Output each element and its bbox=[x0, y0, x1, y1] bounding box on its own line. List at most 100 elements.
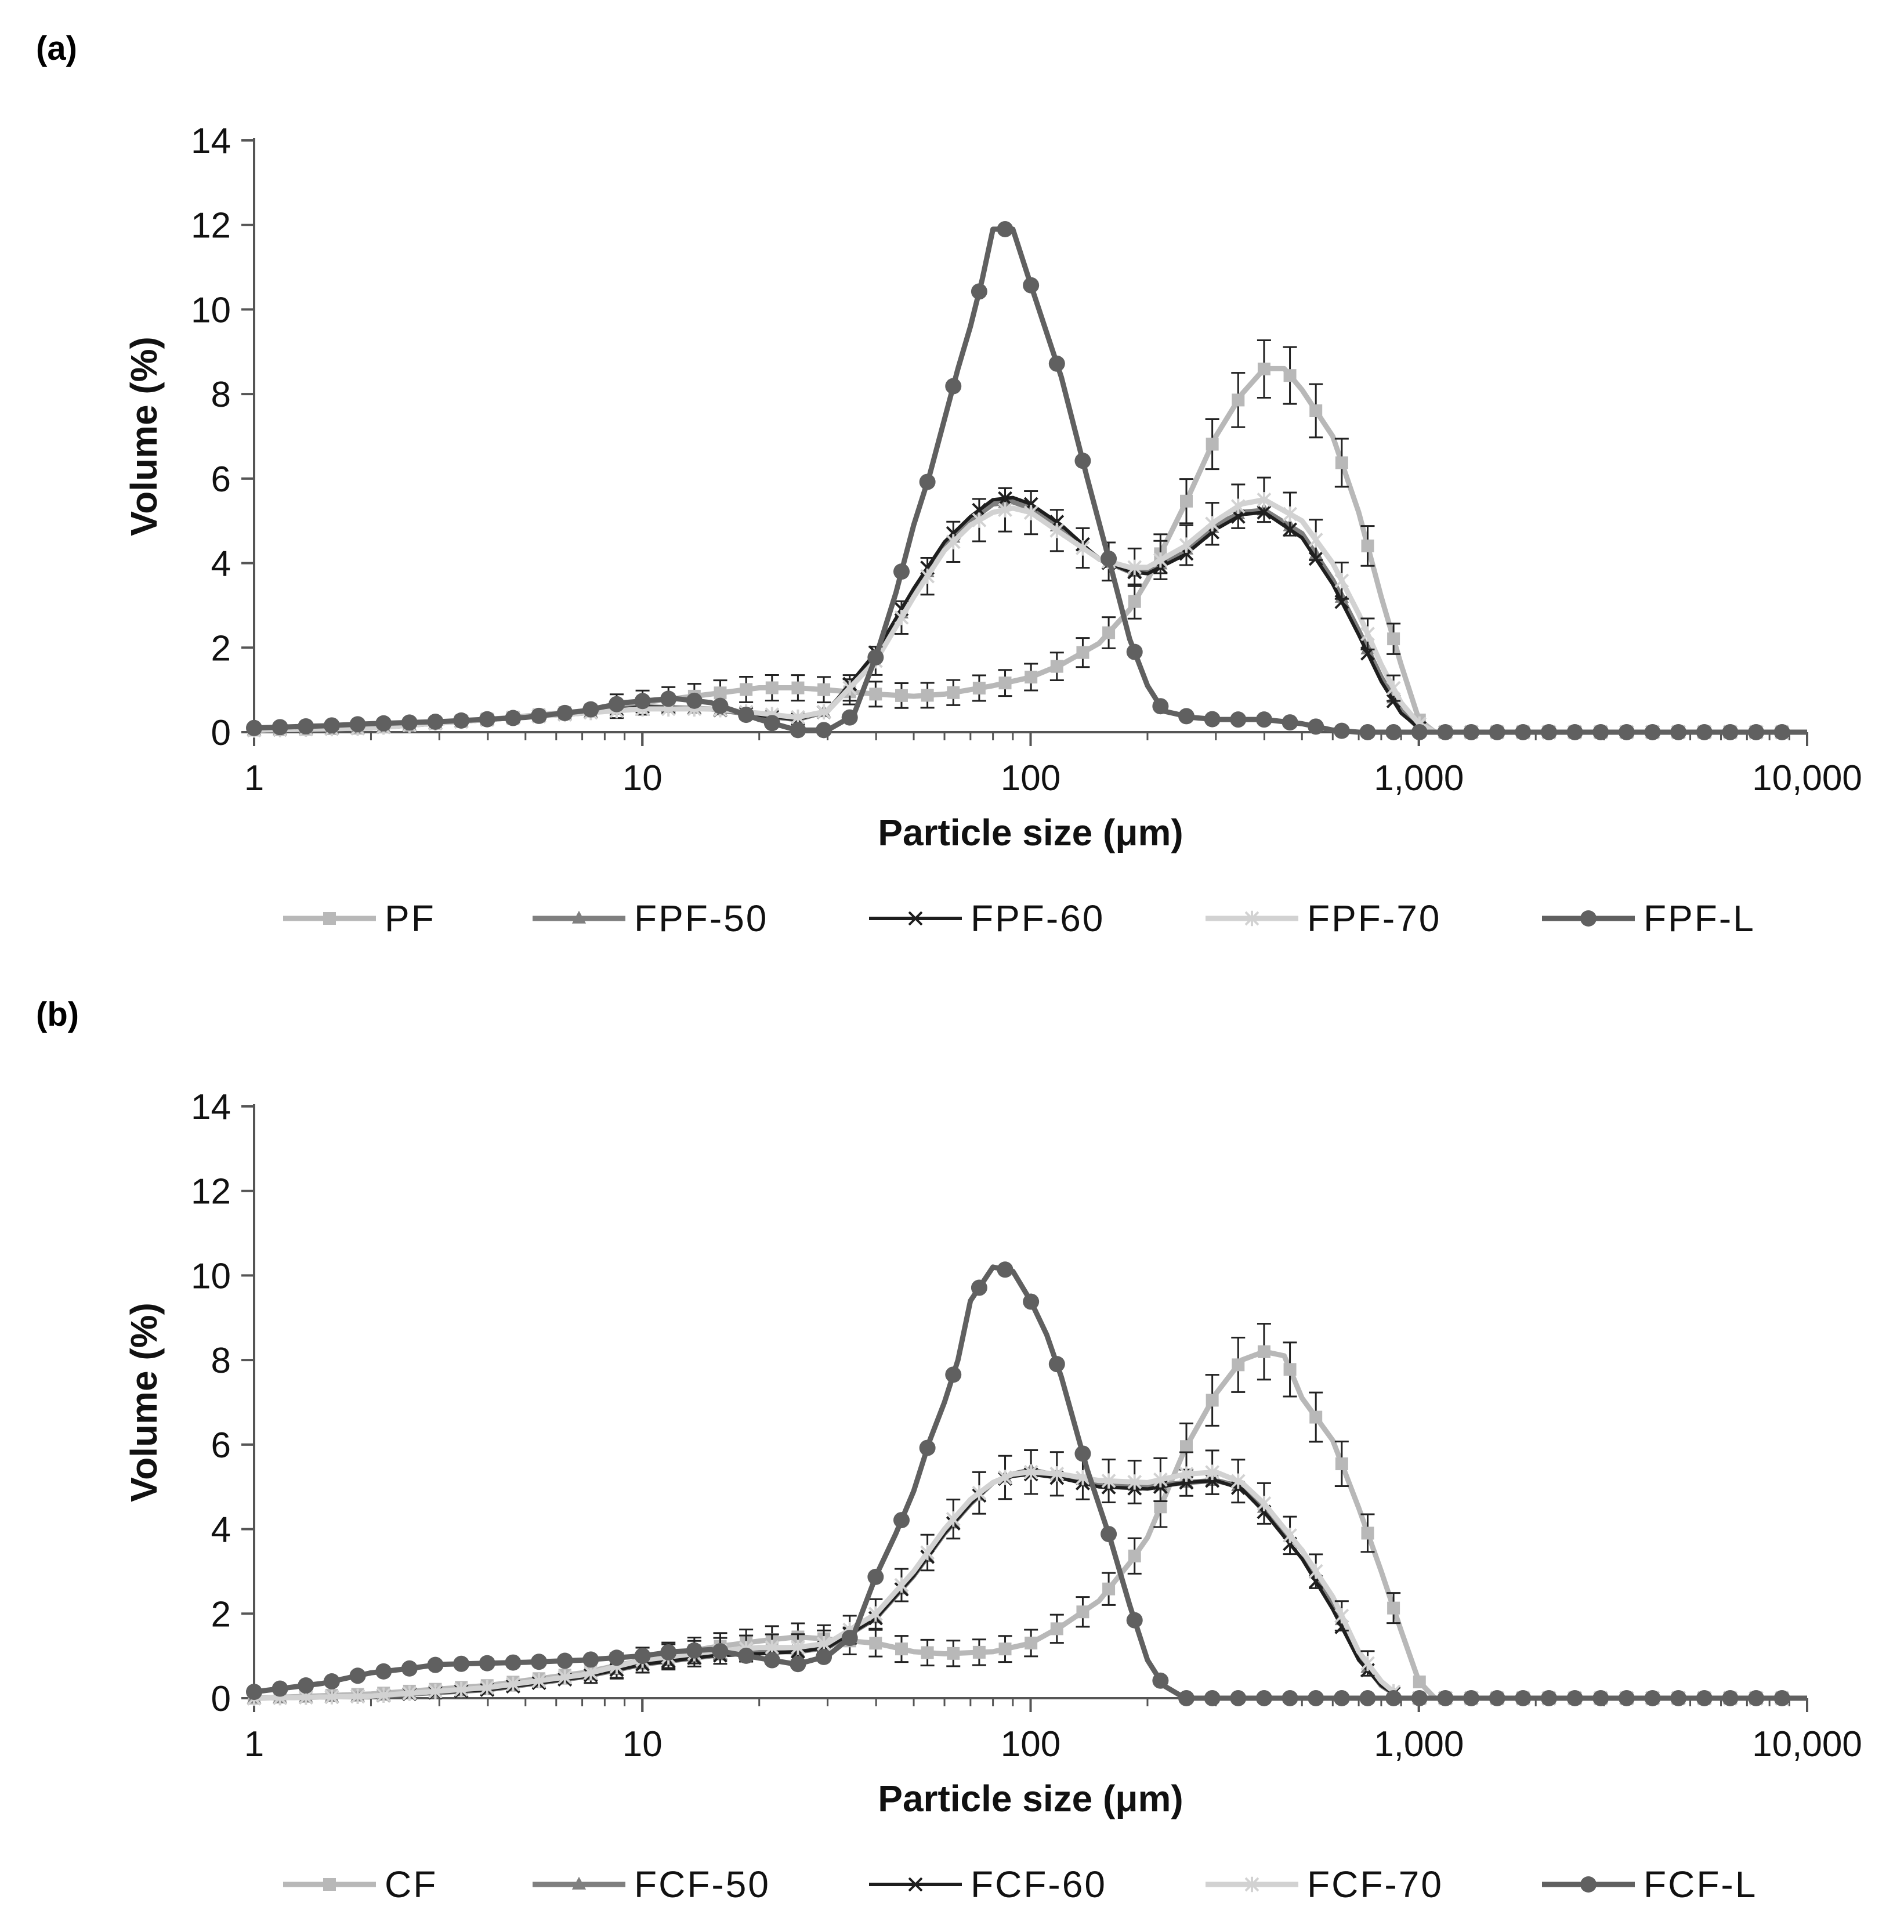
x-tick-label: 10,000 bbox=[1752, 758, 1862, 798]
x-tick-label: 10 bbox=[622, 758, 663, 798]
data-point bbox=[1230, 711, 1247, 728]
data-point bbox=[1152, 698, 1169, 715]
data-point bbox=[1489, 724, 1505, 740]
data-point bbox=[1023, 1293, 1040, 1310]
data-point bbox=[1334, 1608, 1349, 1624]
legend: PF FPF-50 FPF-60 FPF-70 FPF-L bbox=[283, 898, 1754, 939]
data-point bbox=[1334, 594, 1349, 609]
data-point bbox=[582, 701, 599, 718]
x-axis-title: Particle size (μm) bbox=[878, 1778, 1183, 1819]
series-line bbox=[254, 226, 1807, 735]
data-point bbox=[946, 1511, 961, 1527]
data-point bbox=[246, 719, 262, 736]
data-point bbox=[868, 1606, 883, 1622]
data-point bbox=[921, 689, 934, 702]
data-point bbox=[841, 709, 858, 726]
data-point bbox=[1230, 1473, 1246, 1489]
data-point bbox=[763, 1652, 780, 1669]
data-point bbox=[1049, 1466, 1065, 1482]
x-tick-label: 100 bbox=[1001, 758, 1060, 798]
data-point bbox=[893, 563, 910, 580]
data-point bbox=[1361, 1526, 1374, 1540]
data-point bbox=[1386, 680, 1401, 696]
legend-label: FPF-50 bbox=[634, 898, 768, 939]
legend-label: PF bbox=[385, 898, 436, 939]
data-point bbox=[714, 686, 727, 700]
panel-label-a: (a) bbox=[36, 30, 77, 67]
x-tick-label: 10,000 bbox=[1752, 1724, 1862, 1764]
legend-marker bbox=[908, 911, 923, 926]
data-point bbox=[608, 1649, 625, 1666]
y-tick-label: 14 bbox=[191, 121, 231, 161]
x-tick-label: 100 bbox=[1001, 1724, 1060, 1764]
data-point bbox=[660, 1644, 677, 1660]
data-point bbox=[1050, 660, 1063, 673]
data-point bbox=[660, 690, 677, 707]
data-point bbox=[1257, 492, 1272, 508]
y-tick-label: 4 bbox=[211, 1510, 231, 1550]
data-point bbox=[480, 1680, 495, 1696]
x-tick-label: 1 bbox=[244, 758, 264, 798]
data-point bbox=[582, 1651, 599, 1668]
data-point bbox=[1644, 1690, 1661, 1706]
y-tick-label: 14 bbox=[191, 1087, 231, 1127]
legend-marker bbox=[908, 1877, 923, 1892]
legend-marker bbox=[1244, 910, 1259, 927]
data-point bbox=[972, 1645, 986, 1659]
data-point bbox=[323, 1673, 340, 1689]
data-point bbox=[1255, 1690, 1272, 1706]
data-point bbox=[479, 1655, 495, 1671]
data-point bbox=[531, 707, 548, 724]
data-point bbox=[1074, 453, 1091, 469]
data-point bbox=[1722, 724, 1739, 740]
data-point bbox=[946, 534, 961, 550]
data-point bbox=[531, 1673, 546, 1689]
data-point bbox=[1152, 1672, 1169, 1689]
data-point bbox=[816, 722, 832, 739]
data-point bbox=[763, 715, 780, 732]
data-point bbox=[1387, 1601, 1400, 1615]
data-point bbox=[1074, 1445, 1091, 1462]
data-point bbox=[1670, 724, 1687, 740]
data-point bbox=[895, 1642, 908, 1656]
data-point bbox=[1205, 516, 1220, 532]
data-point bbox=[1101, 1473, 1116, 1489]
x-axis-title: Particle size (μm) bbox=[878, 812, 1183, 853]
data-point bbox=[1101, 1526, 1117, 1543]
data-point bbox=[1592, 1690, 1609, 1706]
data-point bbox=[1333, 1690, 1350, 1706]
data-point bbox=[1128, 1549, 1141, 1562]
series-line bbox=[254, 366, 1807, 735]
data-point bbox=[349, 716, 366, 733]
data-point bbox=[1178, 1690, 1195, 1706]
data-point bbox=[375, 1663, 392, 1680]
legend-item-fpf-60: FPF-60 bbox=[869, 898, 1103, 939]
data-point bbox=[921, 1646, 934, 1659]
data-point bbox=[1540, 1690, 1557, 1706]
data-point bbox=[454, 1681, 469, 1698]
data-point bbox=[1153, 552, 1168, 568]
data-point bbox=[1153, 1472, 1168, 1488]
data-point bbox=[790, 1656, 806, 1673]
legend-item-fcf-70: FCF-70 bbox=[1206, 1864, 1442, 1905]
data-point bbox=[634, 1648, 651, 1665]
data-point bbox=[894, 1577, 909, 1593]
data-point bbox=[920, 568, 935, 584]
legend-item-pf: PF bbox=[283, 898, 436, 939]
data-point bbox=[1748, 724, 1765, 740]
data-point bbox=[1696, 724, 1713, 740]
data-point bbox=[1359, 724, 1376, 740]
data-point bbox=[453, 712, 470, 729]
series-fpf-70 bbox=[247, 476, 1807, 740]
data-point bbox=[401, 714, 418, 731]
data-point bbox=[919, 473, 936, 490]
data-point bbox=[971, 1279, 987, 1296]
y-tick-label: 10 bbox=[191, 290, 231, 330]
data-point bbox=[1308, 1690, 1324, 1706]
data-point bbox=[1437, 1690, 1454, 1706]
data-point bbox=[1335, 1457, 1348, 1471]
data-point bbox=[1206, 1394, 1219, 1407]
y-tick-label: 12 bbox=[191, 206, 231, 246]
data-point bbox=[1385, 1690, 1402, 1706]
data-point bbox=[1387, 632, 1400, 646]
